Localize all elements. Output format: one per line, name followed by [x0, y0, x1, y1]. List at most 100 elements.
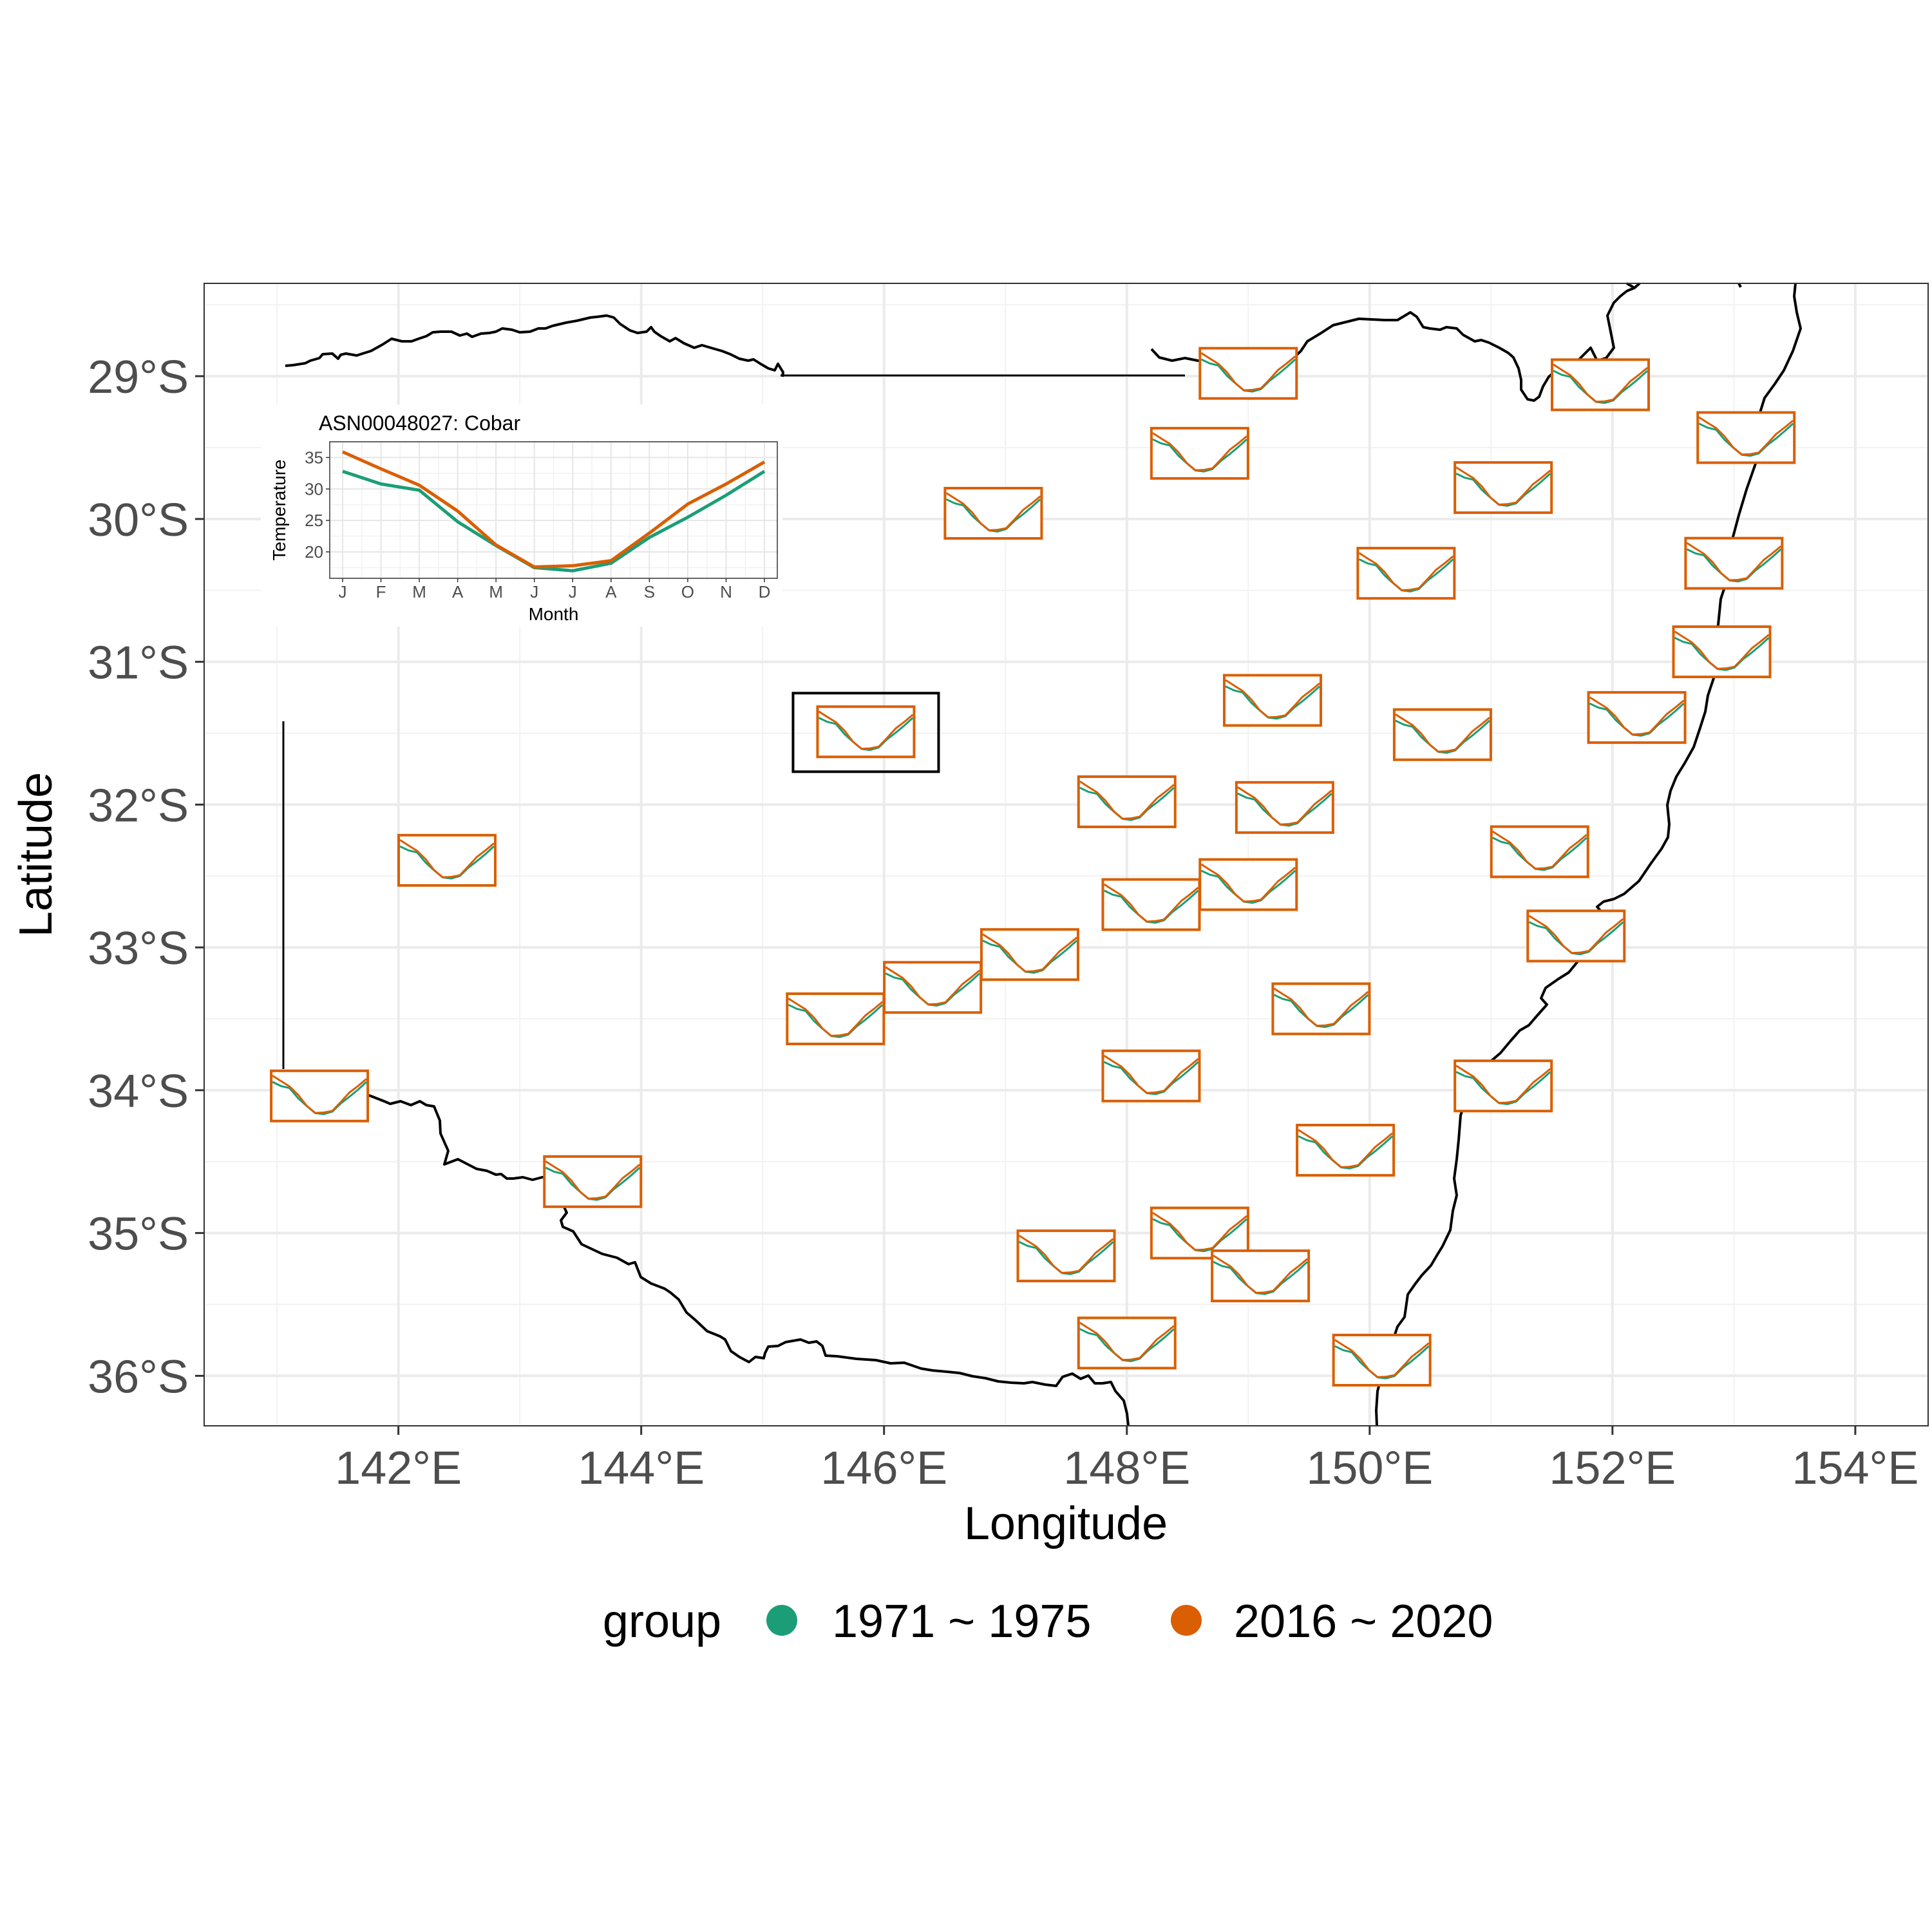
station-glyph — [1587, 691, 1687, 744]
station-line-late — [399, 839, 495, 878]
x-tick-label: 150°E — [1306, 1443, 1433, 1494]
station-line-late — [1686, 542, 1782, 582]
x-tick-label: 154°E — [1792, 1443, 1918, 1494]
station-line-late — [1395, 713, 1490, 753]
station-glyph — [980, 928, 1079, 981]
inset-x-tick-label: A — [452, 582, 464, 601]
station-line-late — [1528, 914, 1624, 954]
station-glyph — [943, 487, 1043, 540]
station-line-late — [1236, 786, 1332, 826]
y-tick-label: 31°S — [88, 638, 189, 689]
inset-x-tick-label: J — [530, 582, 538, 601]
station-line-late — [885, 966, 981, 1006]
axes: 142°E 144°E 146°E 148°E 150°E 152°E 154°E 29°S 3… — [88, 352, 1918, 1494]
x-tick-label: 152°E — [1549, 1443, 1676, 1494]
inset-y-tick-label: 20 — [305, 542, 323, 562]
legend-swatch-late — [1171, 1605, 1202, 1636]
station-glyph — [1684, 536, 1784, 590]
station-glyph — [1696, 411, 1796, 464]
inset-chart: J F M A M J J A S O N D 20 25 30 35 ASN00048027: Cobar Mo… — [261, 404, 782, 627]
inset-panel-border — [329, 441, 778, 579]
inset-line-late — [341, 450, 766, 569]
station-glyphs — [270, 346, 1796, 1387]
highlight-box — [791, 692, 940, 773]
station-glyph — [1198, 858, 1298, 911]
station-line-late — [1298, 1129, 1394, 1168]
inset-y-tick-label: 35 — [305, 448, 323, 467]
y-tick-label: 34°S — [88, 1066, 189, 1117]
station-glyph — [1077, 775, 1177, 828]
inset-x-tick-label: M — [412, 582, 426, 601]
inset-y-tick-label: 25 — [305, 511, 323, 530]
station-glyph — [397, 833, 497, 887]
inset-x-tick-label: N — [720, 582, 732, 601]
station-line-late — [1455, 466, 1551, 506]
station-line-late — [1492, 830, 1587, 870]
station-glyph — [1271, 982, 1371, 1036]
station-line-late — [1103, 1054, 1199, 1094]
inset-x-tick-label: D — [759, 582, 771, 601]
state-border — [285, 314, 784, 377]
station-line-late — [1589, 696, 1685, 736]
x-axis-title: Longitude — [964, 1498, 1168, 1549]
y-tick-label: 30°S — [88, 495, 189, 546]
y-tick-label: 32°S — [88, 780, 189, 831]
station-line-late — [1698, 416, 1794, 456]
x-tick-label: 144°E — [578, 1443, 705, 1494]
legend-title: group — [603, 1596, 721, 1647]
station-glyph — [1490, 825, 1589, 878]
station-glyph — [883, 961, 983, 1014]
station-line-late — [1200, 352, 1296, 392]
highlight-frame — [791, 692, 940, 773]
station-glyph — [1222, 674, 1322, 727]
station-line-late — [788, 998, 884, 1037]
station-glyph — [1198, 346, 1298, 400]
station-line-late — [272, 1074, 368, 1114]
station-glyph — [1235, 781, 1334, 834]
station-glyph — [786, 992, 886, 1046]
station-line-late — [1553, 363, 1648, 403]
y-axis-title: Latitude — [10, 772, 62, 937]
inset-title: ASN00048027: Cobar — [319, 412, 520, 435]
legend-label-late: 2016 ~ 2020 — [1234, 1596, 1493, 1647]
station-glyph — [1454, 461, 1553, 515]
y-tick-label: 29°S — [88, 352, 189, 403]
inset-x-tick-label: A — [605, 582, 617, 601]
station-glyph — [1101, 878, 1201, 931]
station-line-late — [1674, 630, 1770, 670]
station-line-late — [1200, 863, 1296, 903]
station-line-late — [1152, 432, 1247, 471]
station-line-late — [1455, 1065, 1551, 1104]
station-line-late — [1103, 883, 1199, 923]
station-glyph — [1296, 1124, 1396, 1177]
y-tick-label: 35°S — [88, 1209, 189, 1260]
x-tick-label: 148°E — [1063, 1443, 1190, 1494]
inset-x-axis-title: Month — [529, 604, 579, 624]
x-tick-label: 146°E — [820, 1443, 947, 1494]
station-glyph — [270, 1069, 370, 1122]
vic-border — [359, 1091, 1130, 1426]
legend-label-early: 1971 ~ 1975 — [832, 1596, 1091, 1647]
station-line-late — [1018, 1235, 1114, 1274]
station-glyph — [1550, 358, 1650, 412]
station-line-late — [1079, 781, 1175, 820]
y-tick-label: 36°S — [88, 1351, 189, 1403]
station-glyph — [1392, 708, 1492, 761]
station-line-late — [818, 710, 914, 750]
station-glyph — [1454, 1059, 1553, 1113]
inset-x-tick-label: F — [376, 582, 386, 601]
inset-x-tick-label: S — [644, 582, 655, 601]
station-line-late — [545, 1160, 641, 1200]
station-line-late — [945, 492, 1041, 531]
inset-x-tick-label: O — [681, 582, 694, 601]
station-line-late — [1358, 552, 1454, 592]
station-glyph — [1016, 1229, 1116, 1283]
station-line-late — [1213, 1255, 1309, 1294]
inset-line-early — [342, 469, 766, 573]
station-line-late — [1334, 1339, 1430, 1378]
inset-y-axis-title: Temperature — [269, 459, 289, 560]
station-glyph — [1672, 625, 1772, 679]
inset-x-tick-label: M — [489, 582, 503, 601]
inset-x-tick-label: J — [569, 582, 577, 601]
